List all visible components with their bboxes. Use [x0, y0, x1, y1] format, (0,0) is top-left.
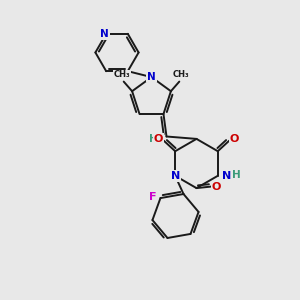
Text: F: F	[149, 192, 157, 202]
Text: N: N	[171, 171, 180, 181]
Text: CH₃: CH₃	[172, 70, 189, 80]
Text: H: H	[232, 170, 241, 180]
Text: O: O	[154, 134, 163, 144]
Text: N: N	[147, 71, 156, 82]
Text: CH₃: CH₃	[114, 70, 130, 80]
Text: O: O	[212, 182, 221, 192]
Text: N: N	[100, 29, 109, 39]
Text: O: O	[230, 134, 239, 144]
Text: N: N	[222, 171, 231, 181]
Text: H: H	[148, 134, 158, 144]
